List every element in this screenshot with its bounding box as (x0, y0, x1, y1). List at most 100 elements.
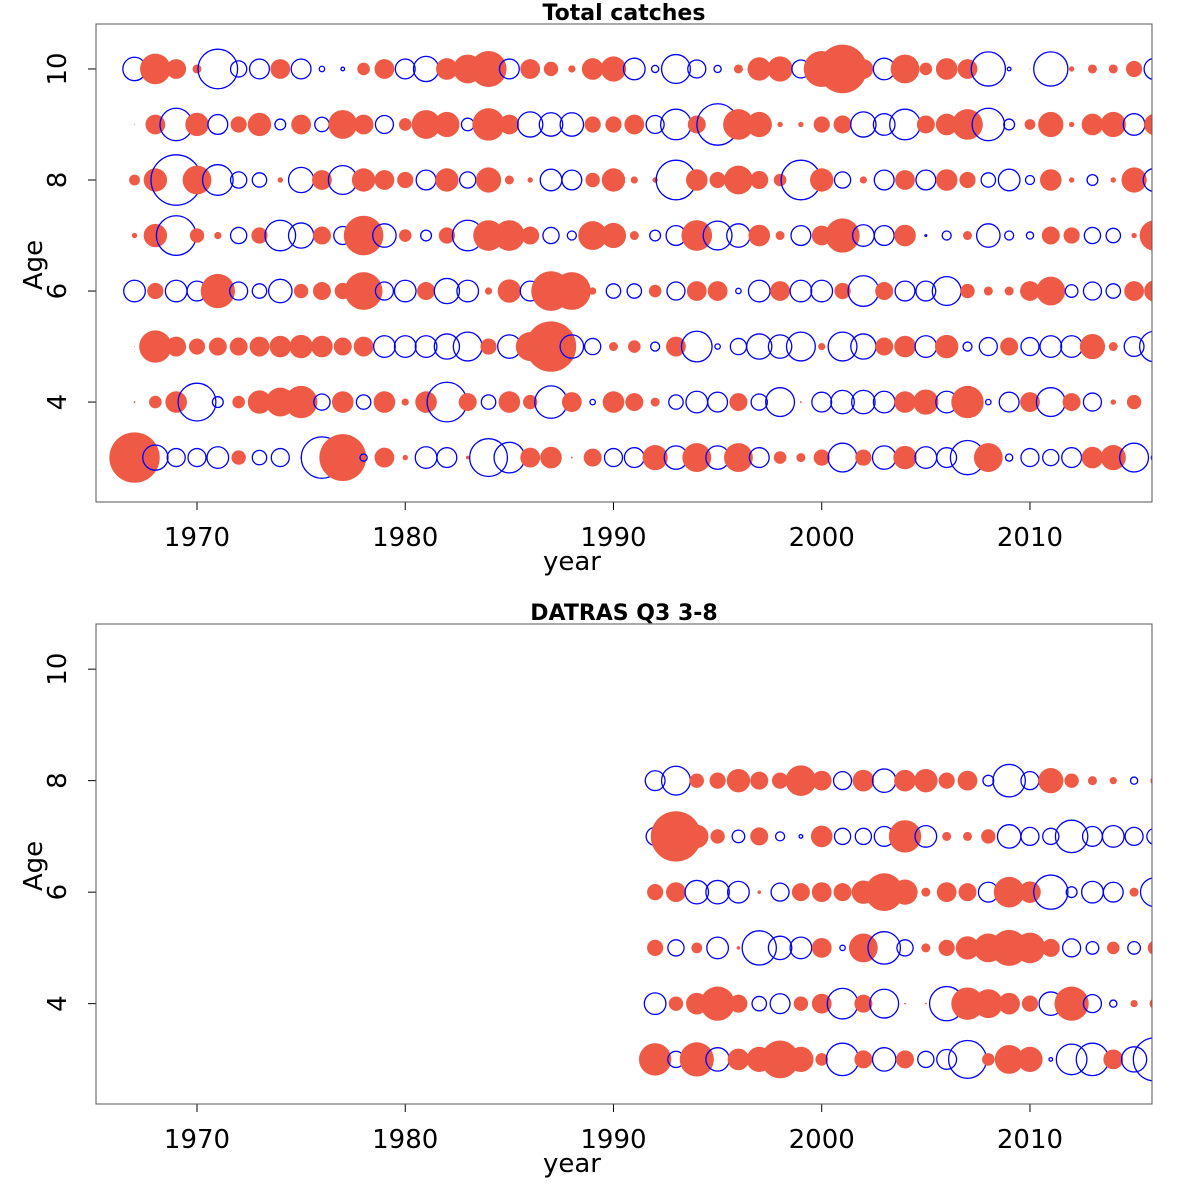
bubble-negative (1082, 994, 1103, 1014)
bubble-positive (185, 112, 209, 137)
bubble-positive (723, 109, 754, 140)
bubble-negative (211, 396, 224, 409)
bubble-positive (525, 321, 577, 372)
bubble-positive (1020, 392, 1040, 412)
bubble-negative (539, 168, 563, 192)
bubble-positive (145, 114, 166, 135)
bubble-positive (1129, 887, 1139, 897)
bubble-positive (942, 831, 952, 841)
bubble-negative (833, 827, 852, 846)
bubble-negative (735, 287, 742, 295)
bubble-positive (936, 882, 957, 903)
bubble-positive (934, 334, 959, 359)
y-tick-label: 4 (43, 995, 73, 1012)
bubble-positive (666, 336, 686, 357)
bubble-negative (767, 334, 793, 359)
bubble-negative (623, 447, 645, 469)
bubble-positive (1081, 446, 1104, 469)
bubble-positive (527, 177, 533, 183)
bubble-negative (228, 281, 249, 301)
bubble-positive (247, 112, 272, 137)
bubble-positive (727, 1048, 750, 1071)
bubble-positive (480, 338, 497, 355)
bubble-positive (581, 58, 604, 80)
bubble-negative (914, 446, 938, 470)
bubble-negative (936, 447, 958, 469)
bubble-negative (187, 447, 207, 468)
bubble-positive (689, 773, 704, 788)
bubble-negative (393, 279, 417, 303)
bubble-positive (1017, 1046, 1043, 1073)
bubble-negative (1082, 392, 1103, 412)
bubble-negative (726, 223, 751, 248)
bubble-positive (959, 171, 976, 189)
bubble-negative (707, 391, 729, 413)
bubble-positive (200, 273, 235, 309)
bubble-positive (458, 393, 477, 412)
bubble-positive (192, 64, 202, 74)
bubble-positive (750, 171, 769, 190)
bubble-positive (189, 228, 205, 243)
bubble-negative (516, 111, 544, 138)
bubble-negative (374, 114, 395, 135)
bubble-positive (520, 59, 541, 79)
bubble-negative (1033, 51, 1069, 87)
bubble-positive (134, 346, 135, 348)
bubble-positive (668, 996, 684, 1011)
bubble-positive (249, 336, 270, 357)
bubble-negative (1082, 281, 1103, 301)
bubble-negative (1122, 113, 1146, 136)
bubble-negative (1055, 1043, 1088, 1076)
x-tick-label: 1980 (372, 1125, 438, 1155)
bubble-positive (1068, 66, 1075, 72)
bubble-negative (460, 117, 475, 132)
bubble-positive (998, 992, 1020, 1015)
bubble-negative (229, 226, 248, 245)
bubble-positive (436, 58, 458, 80)
bubble-negative (313, 393, 331, 411)
bubble-negative (741, 930, 778, 966)
bubble-positive (848, 933, 878, 963)
bubble-positive (914, 768, 938, 793)
bubble-negative (626, 283, 643, 299)
x-tick-label: 2010 (997, 523, 1063, 553)
bubble-negative (871, 445, 897, 470)
bubble-positive (957, 59, 978, 79)
plot-frame (95, 623, 1153, 1105)
bubble-negative (687, 59, 707, 79)
bubble-positive (1154, 402, 1155, 403)
bubble-positive (143, 223, 168, 248)
bubble-negative (947, 1039, 988, 1079)
bubble-negative (436, 447, 458, 469)
y-tick-label: 8 (43, 172, 73, 189)
bubble-positive (331, 391, 354, 413)
bubble-positive (328, 110, 358, 139)
bubble-positive (230, 116, 247, 133)
bubble-negative (1042, 827, 1060, 846)
bubble-negative (1101, 824, 1125, 848)
bubble-negative (729, 337, 748, 356)
bubble-positive (552, 272, 591, 310)
bubbles (109, 44, 1155, 483)
bubble-positive (854, 994, 873, 1013)
bubble-negative (1142, 168, 1152, 192)
bubble-negative (1061, 938, 1082, 958)
bubble-negative (1064, 284, 1079, 298)
bubble-positive (605, 116, 622, 133)
bubble-positive (1041, 938, 1060, 957)
bubble-negative (872, 113, 896, 136)
bubble-positive (773, 451, 787, 464)
bubble-positive (1020, 281, 1040, 301)
bubble-negative (850, 111, 877, 138)
bubble-positive (165, 391, 187, 413)
bubble-positive (435, 168, 459, 192)
bubble-positive (788, 1046, 814, 1073)
bubble-positive (1121, 167, 1147, 193)
bubble-positive (231, 450, 246, 465)
bubble-positive (973, 443, 1003, 472)
bubble-positive (853, 59, 874, 79)
bubble-positive (602, 391, 625, 413)
bubble-negative (622, 57, 646, 81)
bubble-negative (705, 879, 730, 905)
bubble-negative (970, 51, 1007, 87)
